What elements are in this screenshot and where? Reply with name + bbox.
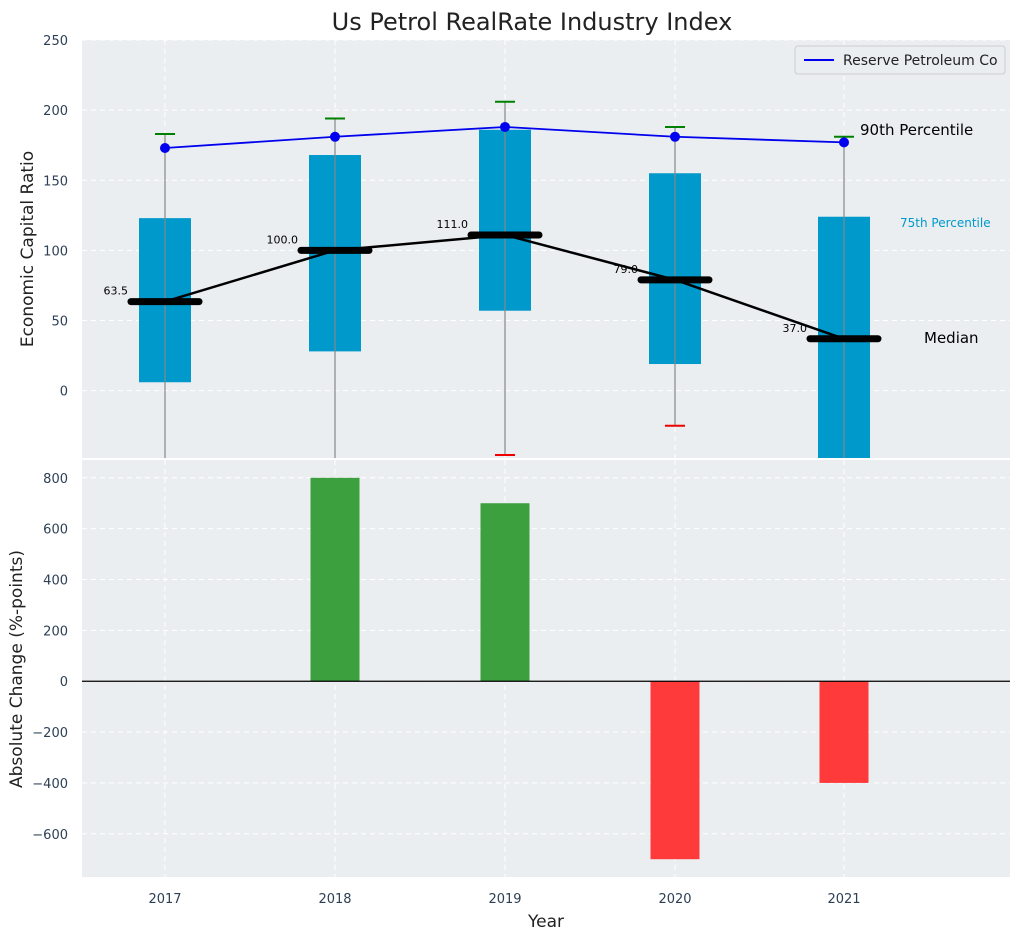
legend-box	[794, 45, 1006, 75]
bottom-x-ticks: 2017 2018 2019 2020 2021	[148, 892, 860, 907]
top-y-tick-label: 0	[60, 385, 68, 400]
bottom-y-tick-label: 200	[43, 624, 68, 639]
bottom-panel-background	[82, 460, 1010, 877]
top-marks: 63.5 100.0 111.0 79.0 37.0	[104, 100, 882, 458]
top-panel-background	[82, 40, 1010, 458]
x-tick-label-2021: 2021	[827, 892, 860, 907]
top-y-tick-label: 50	[51, 315, 68, 330]
series-point-2017	[160, 143, 170, 154]
bottom-y-tick-label: 0	[60, 675, 68, 690]
top-panel: 0 50 100 150 200 250 63.5 100.0 111.0 79.0 37.0 E…	[18, 34, 1010, 458]
top-y-axis-label: Economic Capital Ratio	[18, 151, 38, 347]
bottom-y-tick-label: 800	[43, 472, 68, 487]
median-value-label-2021: 37.0	[783, 322, 808, 335]
x-tick-label-2020: 2020	[658, 892, 691, 907]
legend[interactable]: Reserve Petroleum Co	[794, 45, 1006, 75]
median-value-label-2020: 79.0	[614, 263, 639, 276]
annotation-median: Median	[924, 329, 979, 347]
bottom-marks	[82, 477, 1010, 860]
x-tick-label-2018: 2018	[318, 892, 351, 907]
change-bar-2018	[310, 477, 360, 682]
top-y-tick-label: 250	[43, 34, 68, 49]
bottom-y-tick-label: −400	[32, 777, 68, 792]
annotation-90th-percentile: 90th Percentile	[860, 121, 973, 139]
change-bar-2020	[650, 681, 700, 860]
series-point-2019	[500, 121, 510, 132]
x-tick-label-2017: 2017	[148, 892, 181, 907]
bottom-y-tick-label: −600	[32, 828, 68, 843]
bottom-y-tick-label: −200	[32, 726, 68, 741]
bottom-y-ticks: −600 −400 −200 0 200 400 600 800	[32, 472, 68, 843]
change-bar-2019	[480, 503, 530, 682]
x-tick-label-2019: 2019	[488, 892, 521, 907]
median-value-label-2019: 111.0	[437, 218, 469, 231]
annotation-75th-percentile: 75th Percentile	[900, 216, 991, 230]
series-point-2020	[670, 131, 680, 142]
bottom-y-axis-label: Absolute Change (%-points)	[7, 550, 27, 788]
change-bar-2021	[819, 681, 869, 783]
legend-entry-reserve-petroleum: Reserve Petroleum Co	[843, 53, 998, 69]
x-axis-label: Year	[527, 912, 564, 932]
bottom-y-tick-label: 600	[43, 523, 68, 538]
bottom-y-tick-label: 400	[43, 574, 68, 589]
series-point-2018	[330, 131, 340, 142]
chart-title: Us Petrol RealRate Industry Index	[332, 8, 733, 36]
top-y-tick-label: 150	[43, 174, 68, 189]
top-y-ticks: 0 50 100 150 200 250	[43, 34, 68, 400]
median-value-label-2018: 100.0	[267, 233, 299, 246]
top-y-tick-label: 100	[43, 244, 68, 259]
series-point-2021	[839, 137, 849, 148]
median-value-label-2017: 63.5	[104, 285, 129, 298]
top-y-tick-label: 200	[43, 104, 68, 119]
